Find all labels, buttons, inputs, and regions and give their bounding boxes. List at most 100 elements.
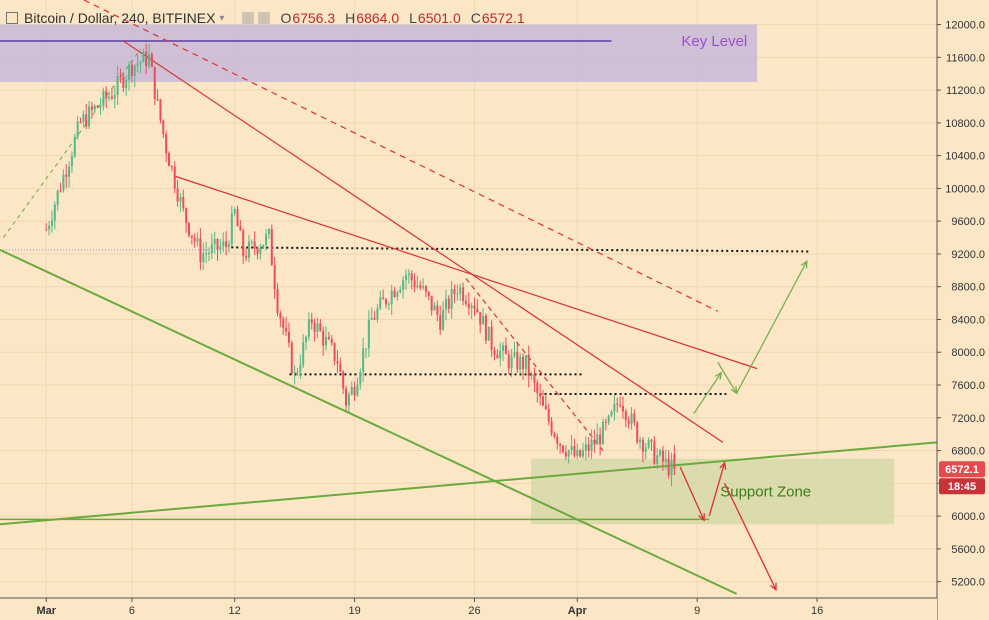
candle-body [650, 439, 653, 442]
candle-body [199, 238, 202, 263]
time-tick-label: 19 [348, 605, 360, 617]
candle-body [442, 309, 445, 330]
candle-body [419, 285, 422, 288]
candle-body [302, 341, 305, 365]
time-tick-label: 6 [129, 605, 135, 617]
close-label: C [470, 10, 481, 26]
candle-body [170, 166, 173, 168]
candle-body [387, 304, 390, 306]
candle-body [153, 66, 156, 100]
candle-body [350, 387, 353, 395]
candle-body [88, 106, 91, 127]
price-tick-label: 9600.0 [951, 216, 985, 228]
time-tick-label: 26 [468, 605, 480, 617]
candle-body [579, 450, 582, 457]
candle-body [267, 229, 270, 235]
candle-body [587, 444, 590, 451]
low-value: 6501.0 [417, 10, 461, 26]
candle-body [513, 351, 516, 356]
time-tick-label: 16 [811, 605, 823, 617]
candle-body [490, 326, 493, 350]
time-axis-background [0, 598, 937, 620]
candle-body [482, 315, 485, 325]
candle-body [464, 300, 467, 304]
candle-body [647, 439, 650, 448]
candle-body [282, 318, 285, 328]
candle-body [424, 286, 427, 292]
price-tick-label: 10400.0 [945, 151, 985, 163]
last-price-value: 6572.1 [945, 464, 979, 476]
candle-body [516, 351, 519, 370]
candle-body [373, 317, 376, 320]
candle-body [82, 114, 85, 122]
candle-body [353, 387, 356, 396]
candle-body [430, 295, 433, 311]
candle-body [259, 248, 262, 254]
candle-body [570, 446, 573, 451]
candle-body [73, 136, 76, 157]
candle-body [590, 439, 593, 451]
eye-icon[interactable] [242, 12, 255, 24]
candle-body [165, 134, 168, 154]
candle-body [507, 354, 510, 369]
gear-icon[interactable] [258, 12, 271, 24]
candle-body [522, 356, 525, 370]
chevron-down-icon[interactable]: ▾ [219, 12, 225, 24]
square-icon[interactable] [6, 12, 18, 24]
candle-body [653, 441, 656, 464]
dotted-level-9200 [231, 246, 811, 253]
candle-body [313, 322, 316, 333]
candle-body [533, 374, 536, 383]
bull-arrow-3 [736, 260, 808, 394]
candle-body [202, 253, 205, 263]
candle-body [113, 95, 116, 99]
candle-body [279, 313, 282, 319]
candle-body [213, 238, 216, 245]
price-tick-label: 9200.0 [951, 249, 985, 261]
candle-body [601, 421, 604, 445]
candle-body [496, 354, 499, 359]
candle-body [584, 444, 587, 451]
candle-body [65, 174, 68, 177]
candle-body [661, 450, 664, 462]
price-tick-label: 10800.0 [945, 118, 985, 130]
candle-body [470, 305, 473, 309]
candle-body [216, 238, 219, 250]
candle-body [422, 286, 425, 288]
candle-body [45, 229, 48, 231]
bear-arrow-1-head [698, 513, 705, 522]
price-tick-label: 8400.0 [951, 314, 985, 326]
candle-body [459, 287, 462, 294]
bull-arrow-1-head [714, 371, 722, 380]
close-value: 6572.1 [481, 10, 525, 26]
candle-body [613, 403, 616, 412]
candle-body [453, 288, 456, 295]
candle-body [656, 455, 659, 464]
candle-body [327, 336, 330, 340]
candle-body [230, 213, 233, 245]
candle-body [128, 64, 131, 80]
candle-body [664, 458, 667, 462]
candle-body [462, 287, 465, 301]
bull-arrow-2 [717, 361, 738, 394]
candle-body [76, 121, 79, 137]
candle-body [561, 445, 564, 452]
candle-body [210, 244, 213, 254]
candle-body [156, 99, 159, 101]
time-tick-label: 12 [229, 605, 241, 617]
candle-body [402, 279, 405, 290]
bull-arrow-1 [693, 372, 722, 415]
candle-body [370, 317, 373, 320]
time-tick-label: 9 [694, 605, 700, 617]
bear-arrow-3-head [770, 582, 777, 592]
countdown-value: 18:45 [948, 481, 976, 493]
candle-body [359, 371, 362, 385]
symbol-title[interactable]: Bitcoin / Dollar, 240, BITFINEX [24, 10, 216, 26]
candle-body [247, 241, 250, 258]
candle-body [670, 460, 673, 476]
candle-body [673, 454, 676, 470]
candle-body [342, 371, 345, 389]
candle-body [581, 450, 584, 457]
candle-body [433, 305, 436, 311]
